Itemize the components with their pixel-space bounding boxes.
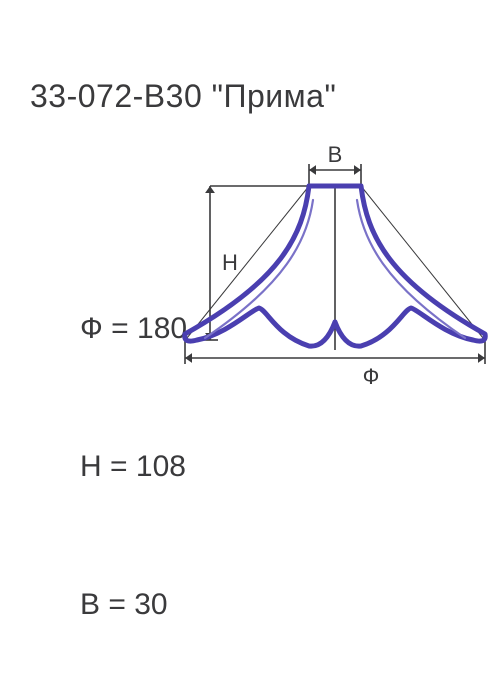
dim-label-b-icon: В [328,142,343,167]
param-b-value: 30 [134,588,167,621]
param-b-label: В [80,588,100,621]
param-h: Н = 108 [30,398,187,536]
param-phi-label: Ф [80,312,103,345]
param-h-label: Н [80,450,102,483]
product-title: 33-072-В30 "Прима" [30,78,336,115]
dimension-diagram: Н В Ф [150,140,490,400]
param-h-value: 108 [136,450,186,483]
param-b: В = 30 [30,536,187,674]
dim-label-phi-icon: Ф [363,364,380,389]
dim-label-h-icon: Н [222,250,238,275]
